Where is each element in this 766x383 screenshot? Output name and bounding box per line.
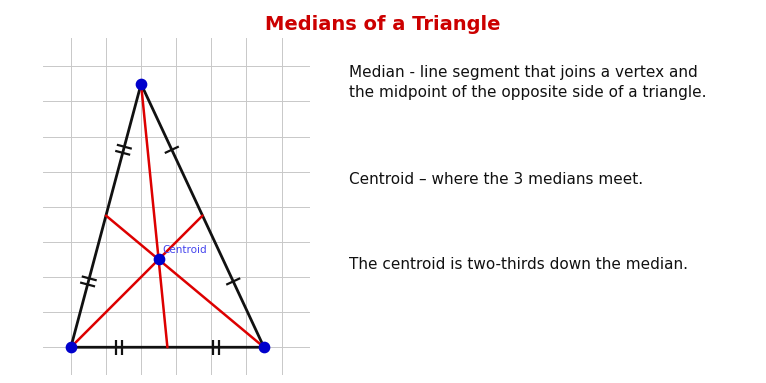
Point bbox=[135, 81, 147, 87]
Point bbox=[152, 257, 165, 263]
Text: The centroid is two-thirds down the median.: The centroid is two-thirds down the medi… bbox=[349, 257, 688, 272]
Point bbox=[258, 344, 270, 350]
Text: Medians of a Triangle: Medians of a Triangle bbox=[265, 15, 501, 34]
Point bbox=[65, 344, 77, 350]
Text: Centroid – where the 3 medians meet.: Centroid – where the 3 medians meet. bbox=[349, 172, 643, 187]
Text: Centroid: Centroid bbox=[163, 245, 208, 255]
Text: Median - line segment that joins a vertex and
the midpoint of the opposite side : Median - line segment that joins a verte… bbox=[349, 65, 706, 100]
